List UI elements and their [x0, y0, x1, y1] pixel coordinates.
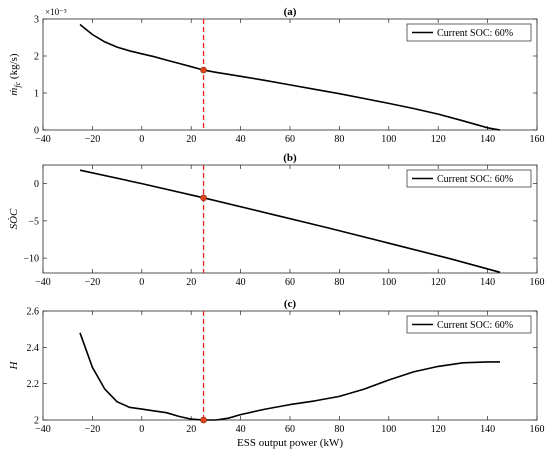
y-tick-label: −5 — [28, 216, 39, 227]
x-tick-label: 160 — [530, 134, 545, 145]
x-tick-label: 80 — [334, 134, 344, 145]
x-tick-label: 20 — [186, 277, 196, 288]
panel-c: (c) −40 −20 0 20 40 60 80 100 120 140 160 2 2.2 2.4 2.6… — [8, 298, 545, 449]
legend-box — [406, 169, 532, 188]
x-tick-label: 60 — [285, 424, 295, 435]
panel-a: (a) −40 −20 0 20 40 60 80 100 120 140 160 0 1 2 3 ×10⁻³ ṁ… — [8, 6, 545, 145]
x-tick-label: 100 — [381, 134, 396, 145]
x-tick-label: 120 — [431, 424, 446, 435]
operating-point-marker — [200, 194, 207, 202]
legend-entry: Current SOC: 60% — [437, 320, 513, 331]
x-tick-label: 160 — [530, 277, 545, 288]
legend-entry: Current SOC: 60% — [437, 28, 513, 39]
y-tick-label: −10 — [23, 254, 39, 265]
legend-box — [406, 23, 532, 42]
x-tick-label: 40 — [236, 134, 246, 145]
x-tick-label: 20 — [186, 134, 196, 145]
x-tick-label: 60 — [285, 277, 295, 288]
y-axis-label: SȮC — [8, 208, 20, 229]
x-tick-label: 0 — [139, 134, 144, 145]
x-tick-label: 140 — [480, 277, 495, 288]
legend: Current SOC: 60% — [406, 169, 532, 188]
y-tick-label: 1 — [34, 89, 39, 100]
legend: Current SOC: 60% — [406, 23, 532, 42]
legend: Current SOC: 60% — [406, 315, 532, 334]
x-tick-label: 80 — [334, 277, 344, 288]
x-tick-label: −20 — [85, 134, 101, 145]
panel-title: (b) — [283, 152, 297, 164]
y-axis-label: H — [8, 360, 20, 370]
y-tick-label: 2 — [34, 416, 39, 427]
x-tick-label: 140 — [480, 134, 495, 145]
x-tick-label: 120 — [431, 134, 446, 145]
y-tick-label: 2.2 — [27, 379, 40, 390]
y-tick-label: 2 — [34, 52, 39, 63]
series-line-a — [79, 23, 501, 131]
x-tick-label: 40 — [236, 424, 246, 435]
x-tick-label: 20 — [186, 424, 196, 435]
y-exponent-label: ×10⁻³ — [45, 7, 67, 17]
y-axis-label-unit: (kg/s) — [8, 53, 20, 82]
x-tick-label: 0 — [139, 424, 144, 435]
y-tick-label: 0 — [34, 126, 39, 137]
x-tick-label: 80 — [334, 424, 344, 435]
operating-point-marker — [200, 66, 207, 74]
y-tick-label: 0 — [34, 179, 39, 190]
panel-title: (a) — [284, 6, 297, 18]
legend-box — [406, 315, 532, 334]
panel-title: (c) — [284, 298, 297, 310]
x-tick-label: 40 — [236, 277, 246, 288]
x-tick-label: −20 — [85, 277, 101, 288]
y-tick-label: 3 — [34, 15, 39, 26]
series-line-c — [79, 332, 500, 421]
operating-point-marker — [200, 416, 207, 424]
x-axis-label: ESS output power (kW) — [237, 437, 343, 449]
x-tick-label: −20 — [85, 424, 101, 435]
legend-entry: Current SOC: 60% — [437, 174, 513, 185]
x-tick-label: 140 — [480, 424, 495, 435]
x-tick-label: 120 — [431, 277, 446, 288]
x-tick-label: 60 — [285, 134, 295, 145]
x-tick-label: 0 — [139, 277, 144, 288]
x-tick-label: −40 — [35, 277, 51, 288]
x-tick-label: 160 — [530, 424, 545, 435]
series-line-b — [79, 169, 501, 274]
x-tick-label: −40 — [35, 134, 51, 145]
x-tick-label: 100 — [381, 424, 396, 435]
y-axis-label-sub: fc — [13, 81, 22, 87]
y-axis-label: ṁfc (kg/s) — [8, 53, 22, 95]
panel-b: (b) −40 −20 0 20 40 60 80 100 120 140 160 −10 −5 0 SȮC C… — [8, 152, 545, 288]
x-tick-label: −40 — [35, 424, 51, 435]
y-axis-label-main: ṁ — [8, 88, 20, 96]
x-tick-label: 100 — [381, 277, 396, 288]
y-tick-label: 2.6 — [27, 307, 40, 318]
y-tick-label: 2.4 — [27, 343, 40, 354]
